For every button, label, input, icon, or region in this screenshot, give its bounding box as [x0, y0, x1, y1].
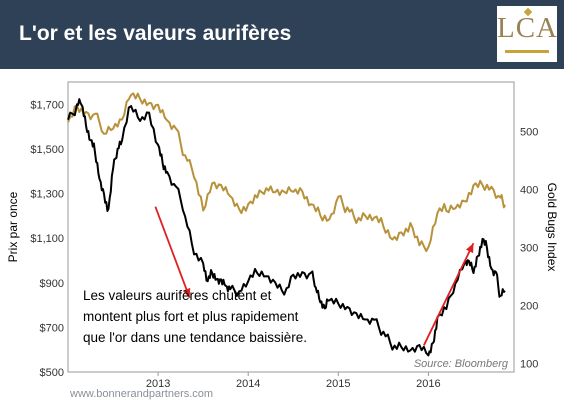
logo: LCA	[497, 6, 557, 62]
header-bar: L'or et les valeurs aurifères LCA	[0, 0, 564, 69]
right-tick-label: 200	[520, 300, 538, 312]
left-tick-label: $1,500	[30, 144, 64, 156]
left-tick-label: $500	[40, 367, 64, 379]
left-tick-label: $900	[40, 278, 64, 290]
left-tick-label: $1,700	[30, 99, 64, 111]
annotation-line: Les valeurs aurifères chutent et	[83, 288, 272, 303]
left-axis-label: Prix par once	[6, 191, 20, 262]
x-tick-label: 2016	[416, 378, 440, 390]
annotation-line: que l'or dans une tendance baissière.	[83, 330, 307, 345]
right-tick-label: 100	[520, 358, 538, 370]
annotation-line: montent plus fort et plus rapidement	[83, 309, 299, 324]
right-tick-label: 500	[520, 126, 538, 138]
source-note: Source: Bloomberg	[414, 358, 509, 370]
x-tick-label: 2015	[326, 378, 350, 390]
plot-area	[67, 81, 515, 373]
x-tick-label: 2014	[236, 378, 260, 390]
left-tick-label: $1,100	[30, 233, 64, 245]
logo-underline	[505, 50, 549, 53]
trend-arrow-head-1	[182, 287, 191, 298]
left-tick-label: $700	[40, 322, 64, 334]
trend-arrow-1	[154, 206, 191, 299]
right-axis-label: Gold Bugs Index	[545, 183, 559, 272]
logo-text: LCA	[497, 12, 558, 44]
page-title: L'or et les valeurs aurifères	[19, 22, 292, 45]
trend-arrow-head-2	[465, 243, 474, 254]
footer-website: www.bonnerandpartners.com	[69, 388, 213, 400]
right-tick-label: 400	[520, 184, 538, 196]
left-tick-label: $1,300	[30, 189, 64, 201]
series-line-gold-price	[67, 92, 506, 253]
trend-arrow-2	[423, 242, 475, 346]
x-tick-label: 2013	[146, 378, 170, 390]
right-tick-label: 300	[520, 242, 538, 254]
series-line-gold-bugs-index	[67, 98, 506, 357]
